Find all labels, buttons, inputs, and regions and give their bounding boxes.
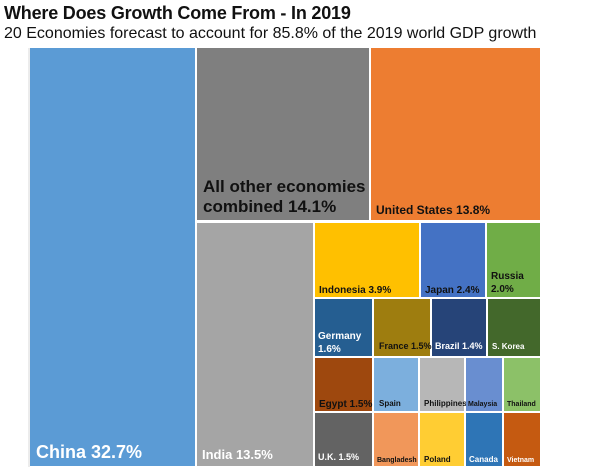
tile-all-other-economies-combined <box>197 48 369 220</box>
tile-label-japan: Japan 2.4% <box>425 285 480 296</box>
tile-germany <box>315 299 372 356</box>
tile-label-philippines: Philippines <box>424 399 467 408</box>
tile-label-u-k: U.K. 1.5% <box>318 452 359 462</box>
tile-label-brazil: Brazil 1.4% <box>435 341 483 351</box>
tile-bangladesh <box>374 413 418 466</box>
tile-label-vietnam: Vietnam <box>507 457 534 464</box>
tile-indonesia <box>315 223 419 297</box>
tile-u-k <box>315 413 372 466</box>
tile-label-france: France 1.5% <box>379 341 432 351</box>
tile-label-bangladesh: Bangladesh <box>377 457 417 464</box>
tile-spain <box>374 358 418 411</box>
tile-poland <box>420 413 464 466</box>
tile-label-germany: Germany 1.6% <box>318 331 362 355</box>
tile-malaysia <box>466 358 502 411</box>
tile-label-s-korea: S. Korea <box>492 342 525 351</box>
tile-philippines <box>420 358 464 411</box>
tile-label-thailand: Thailand <box>507 401 536 408</box>
tile-vietnam <box>504 413 540 466</box>
tile-united-states <box>371 48 540 220</box>
tile-thailand <box>504 358 540 411</box>
tile-s-korea <box>488 299 540 356</box>
tile-label-egypt: Egypt 1.5% <box>319 399 372 410</box>
tile-brazil <box>432 299 486 356</box>
tile-china <box>30 48 195 466</box>
tile-japan <box>421 223 485 297</box>
tile-india <box>197 223 313 466</box>
tile-label-malaysia: Malaysia <box>468 401 497 408</box>
tile-label-indonesia: Indonesia 3.9% <box>319 285 391 296</box>
tile-canada <box>466 413 502 466</box>
tile-label-russia: Russia 2.0% <box>491 271 524 295</box>
tile-label-all-other-economies-combined: All other economies combined 14.1% <box>203 177 365 216</box>
tile-label-china: China 32.7% <box>36 442 142 462</box>
tile-label-india: India 13.5% <box>202 447 273 462</box>
tile-label-spain: Spain <box>379 399 401 408</box>
chart-subtitle: 20 Economies forecast to account for 85.… <box>4 25 537 42</box>
tile-egypt <box>315 358 372 411</box>
chart-title: Where Does Growth Come From - In 2019 <box>4 3 351 23</box>
tile-label-canada: Canada <box>469 455 498 464</box>
tile-label-poland: Poland <box>424 455 451 464</box>
tile-russia <box>487 223 540 297</box>
tile-france <box>374 299 430 356</box>
tile-label-united-states: United States 13.8% <box>376 203 490 217</box>
